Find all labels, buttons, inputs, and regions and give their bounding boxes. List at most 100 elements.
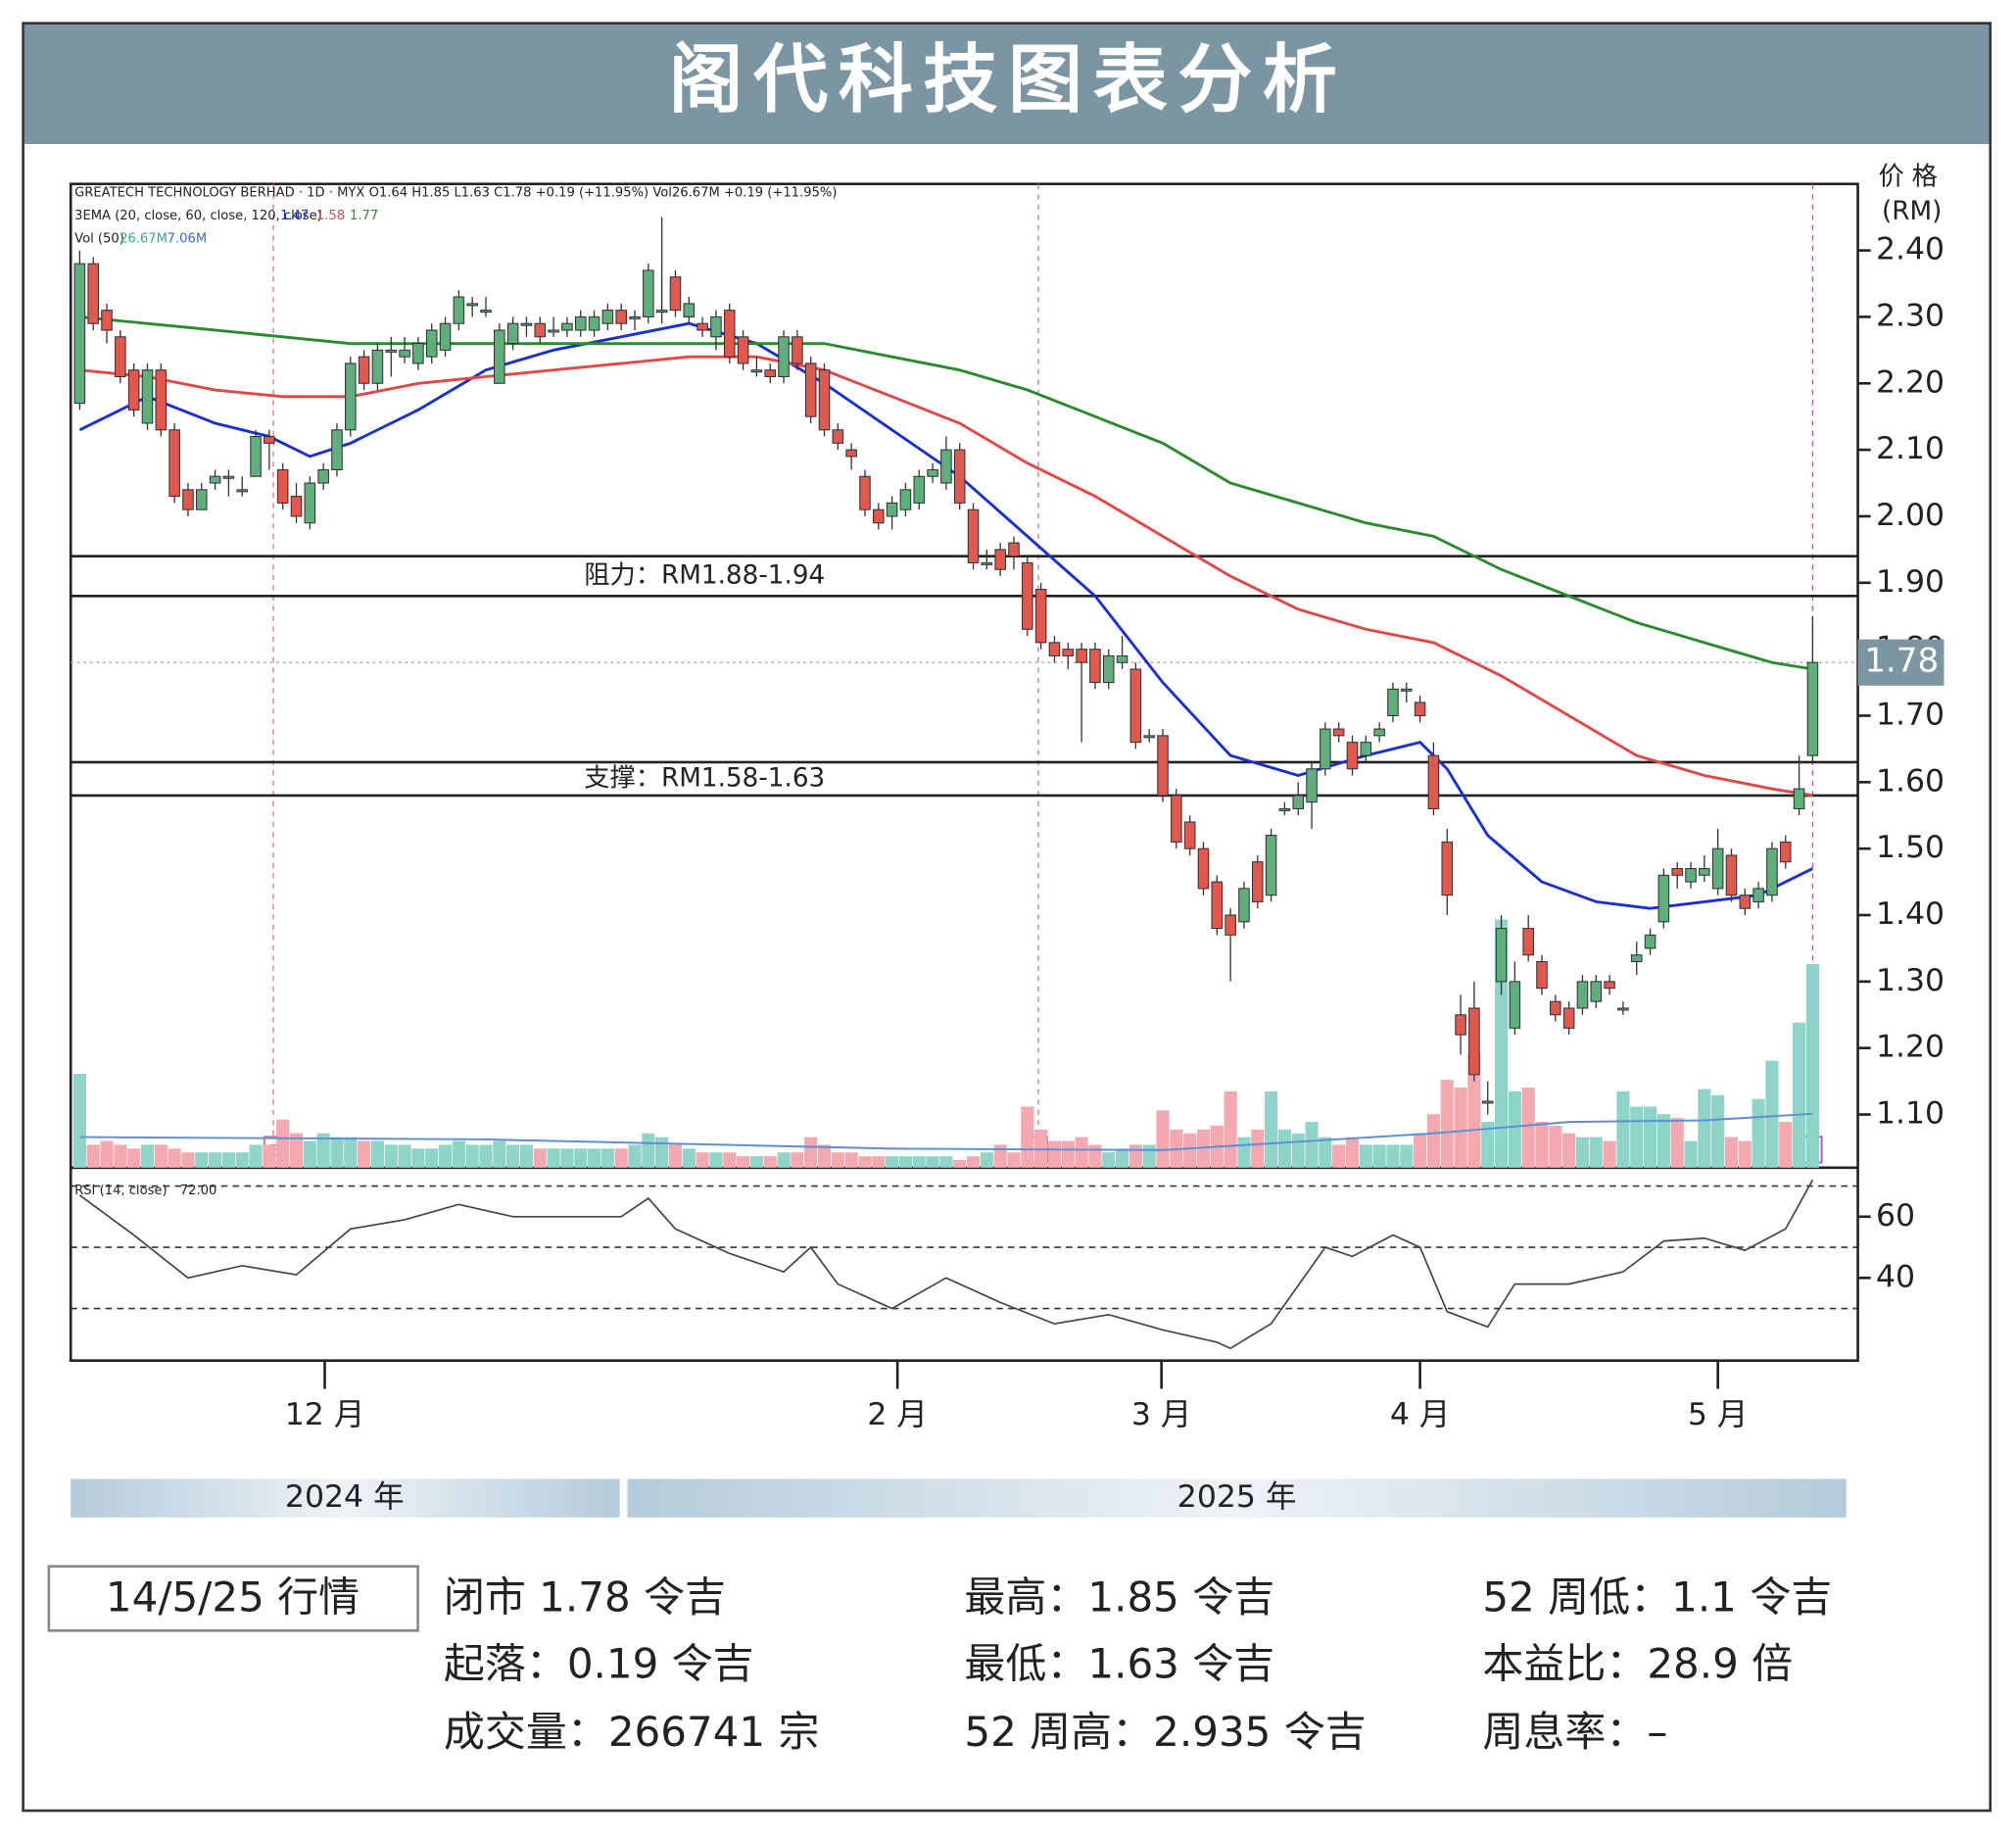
candle-body: [520, 322, 533, 326]
volume-bar: [1142, 1144, 1156, 1168]
candle-body: [1089, 649, 1101, 684]
volume-bar: [465, 1144, 479, 1168]
candle-body: [1129, 668, 1142, 744]
rsi-tick-label: 60: [1876, 1198, 1915, 1234]
y-tick-label: 1.70: [1876, 697, 1944, 732]
volume-bar: [1630, 1106, 1644, 1168]
candle-body: [1468, 1007, 1480, 1076]
candle-body: [967, 508, 980, 563]
volume-bar: [249, 1144, 263, 1168]
volume-bar: [452, 1140, 465, 1168]
year-bar: [71, 1478, 620, 1518]
y-tick-label: 1.20: [1876, 1030, 1944, 1065]
candle-body: [1034, 589, 1047, 644]
volume-bar: [168, 1148, 181, 1168]
volume-bar: [723, 1152, 737, 1168]
candle-body: [1455, 1014, 1466, 1036]
volume-bar: [696, 1152, 709, 1168]
volume-bar: [791, 1152, 804, 1168]
candle-body: [764, 369, 777, 378]
candle-body: [1062, 649, 1075, 656]
volume-bar: [1156, 1110, 1170, 1168]
candle-body: [1251, 861, 1264, 902]
volume-bar: [1752, 1098, 1765, 1168]
ema-legend-value: 1.58: [316, 209, 345, 223]
candle-body: [425, 329, 438, 358]
volume-bar: [100, 1140, 114, 1168]
volume-bar: [263, 1144, 276, 1168]
volume-bar: [600, 1148, 614, 1168]
candle-body: [304, 482, 316, 524]
y-tick-label: 2.40: [1876, 232, 1944, 267]
volume-bar: [1075, 1137, 1088, 1168]
volume-bar: [966, 1156, 981, 1168]
volume-bar: [438, 1144, 453, 1168]
candle-body: [1320, 728, 1331, 770]
volume-bar: [817, 1144, 832, 1168]
candle-body: [480, 310, 492, 314]
volume-bar: [1521, 1087, 1535, 1168]
candle-body: [561, 322, 573, 331]
candle-body: [927, 468, 938, 477]
volume-bar: [898, 1156, 912, 1168]
volume-bar: [777, 1152, 791, 1168]
candle-body: [73, 263, 86, 405]
volume-bar: [709, 1152, 723, 1168]
candle-body: [182, 489, 194, 510]
candle-body: [832, 429, 844, 444]
quote-title: 14/5/25 行情: [106, 1573, 360, 1621]
volume-bar: [1007, 1152, 1021, 1168]
volume-bar: [1061, 1140, 1075, 1168]
quote-item: 52 周低：1.1 令吉: [1482, 1573, 1832, 1621]
volume-bar: [953, 1160, 967, 1168]
y-tick-label: 1.50: [1876, 830, 1944, 865]
candle-body: [1183, 821, 1196, 849]
volume-bar: [1277, 1129, 1291, 1168]
candle-body: [1292, 795, 1305, 809]
volume-bar: [1047, 1140, 1062, 1168]
candle-body: [873, 508, 885, 524]
x-tick-label: 5 月: [1688, 1397, 1749, 1432]
candle-body: [588, 315, 600, 331]
volume-bar: [1359, 1144, 1372, 1168]
y-tick-label: 1.40: [1876, 896, 1944, 932]
candle-body: [250, 436, 262, 477]
volume-bar: [1224, 1090, 1237, 1168]
volume-bar: [1481, 1122, 1495, 1168]
candle-body: [1752, 888, 1764, 902]
volume-bar: [221, 1152, 235, 1168]
candle-body: [1550, 1000, 1561, 1016]
header-bar: [24, 24, 1990, 145]
candle-body: [195, 489, 208, 510]
volume-bar: [1656, 1114, 1670, 1168]
volume-bar: [1589, 1137, 1603, 1168]
volume-bar: [1319, 1137, 1332, 1168]
volume-bar: [1251, 1129, 1265, 1168]
candle-body: [1793, 788, 1805, 809]
candle-body: [331, 429, 343, 470]
quote-item: 周息率：–: [1482, 1708, 1667, 1756]
volume-bar: [1021, 1106, 1034, 1168]
vol-legend-value: 26.67M: [120, 232, 168, 247]
volume-bar: [1426, 1114, 1440, 1168]
volume-bar: [519, 1144, 534, 1168]
volume-bar: [1237, 1137, 1251, 1168]
volume-bar: [1454, 1087, 1467, 1168]
volume-bar: [1088, 1144, 1102, 1168]
candle-body: [886, 502, 898, 517]
candle-body: [1306, 768, 1318, 803]
last-price-label: 1.78: [1864, 642, 1939, 681]
volume-bar: [1414, 1133, 1427, 1168]
volume-bar: [398, 1144, 411, 1168]
candle-body: [87, 263, 99, 324]
volume-bar: [1724, 1137, 1739, 1168]
volume-bar: [560, 1148, 574, 1168]
quote-item: 起落：0.19 令吉: [444, 1640, 754, 1688]
quote-item: 最高：1.85 令吉: [964, 1573, 1274, 1621]
candle-body: [1604, 981, 1615, 990]
rsi-line: [78, 1179, 1814, 1350]
candle-body: [683, 303, 696, 317]
candle-body: [439, 322, 452, 351]
level-label: 支撑：RM1.58-1.63: [584, 763, 825, 793]
volume-bar: [1805, 963, 1819, 1168]
